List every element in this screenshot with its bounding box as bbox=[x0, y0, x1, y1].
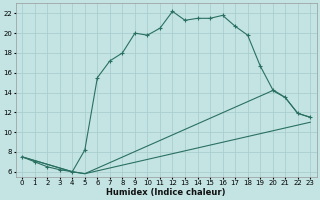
X-axis label: Humidex (Indice chaleur): Humidex (Indice chaleur) bbox=[107, 188, 226, 197]
